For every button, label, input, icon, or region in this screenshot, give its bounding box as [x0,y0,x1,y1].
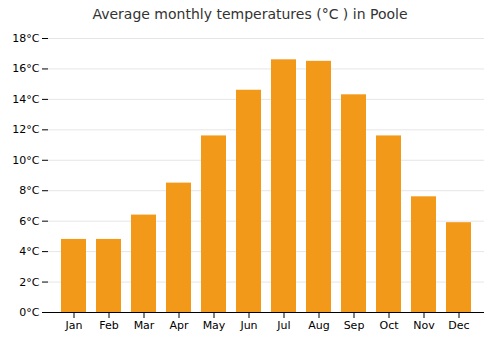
svg-text:14°C: 14°C [12,93,39,106]
svg-text:Jan: Jan [65,319,83,332]
svg-text:16°C: 16°C [12,62,39,75]
svg-text:May: May [203,319,226,332]
svg-text:Apr: Apr [169,319,189,332]
svg-text:2°C: 2°C [19,276,39,289]
svg-text:Jun: Jun [239,319,257,332]
svg-text:Sep: Sep [344,319,365,332]
svg-text:6°C: 6°C [19,215,39,228]
svg-text:Aug: Aug [308,319,329,332]
svg-text:Oct: Oct [379,319,399,332]
html-text:Average monthly temperatures (: Average monthly temperatures (°C ) in Po… [92,6,408,22]
svg-text:4°C: 4°C [19,245,39,258]
svg-text:Jul: Jul [276,319,290,332]
svg-text:Nov: Nov [413,319,435,332]
svg-text:Mar: Mar [134,319,155,332]
svg-text:10°C: 10°C [12,154,39,167]
svg-text:0°C: 0°C [19,306,39,319]
svg-text:8°C: 8°C [19,184,39,197]
svg-text:12°C: 12°C [12,123,39,136]
svg-text:Feb: Feb [99,319,118,332]
svg-text:18°C: 18°C [12,32,39,45]
svg-text:Dec: Dec [448,319,469,332]
